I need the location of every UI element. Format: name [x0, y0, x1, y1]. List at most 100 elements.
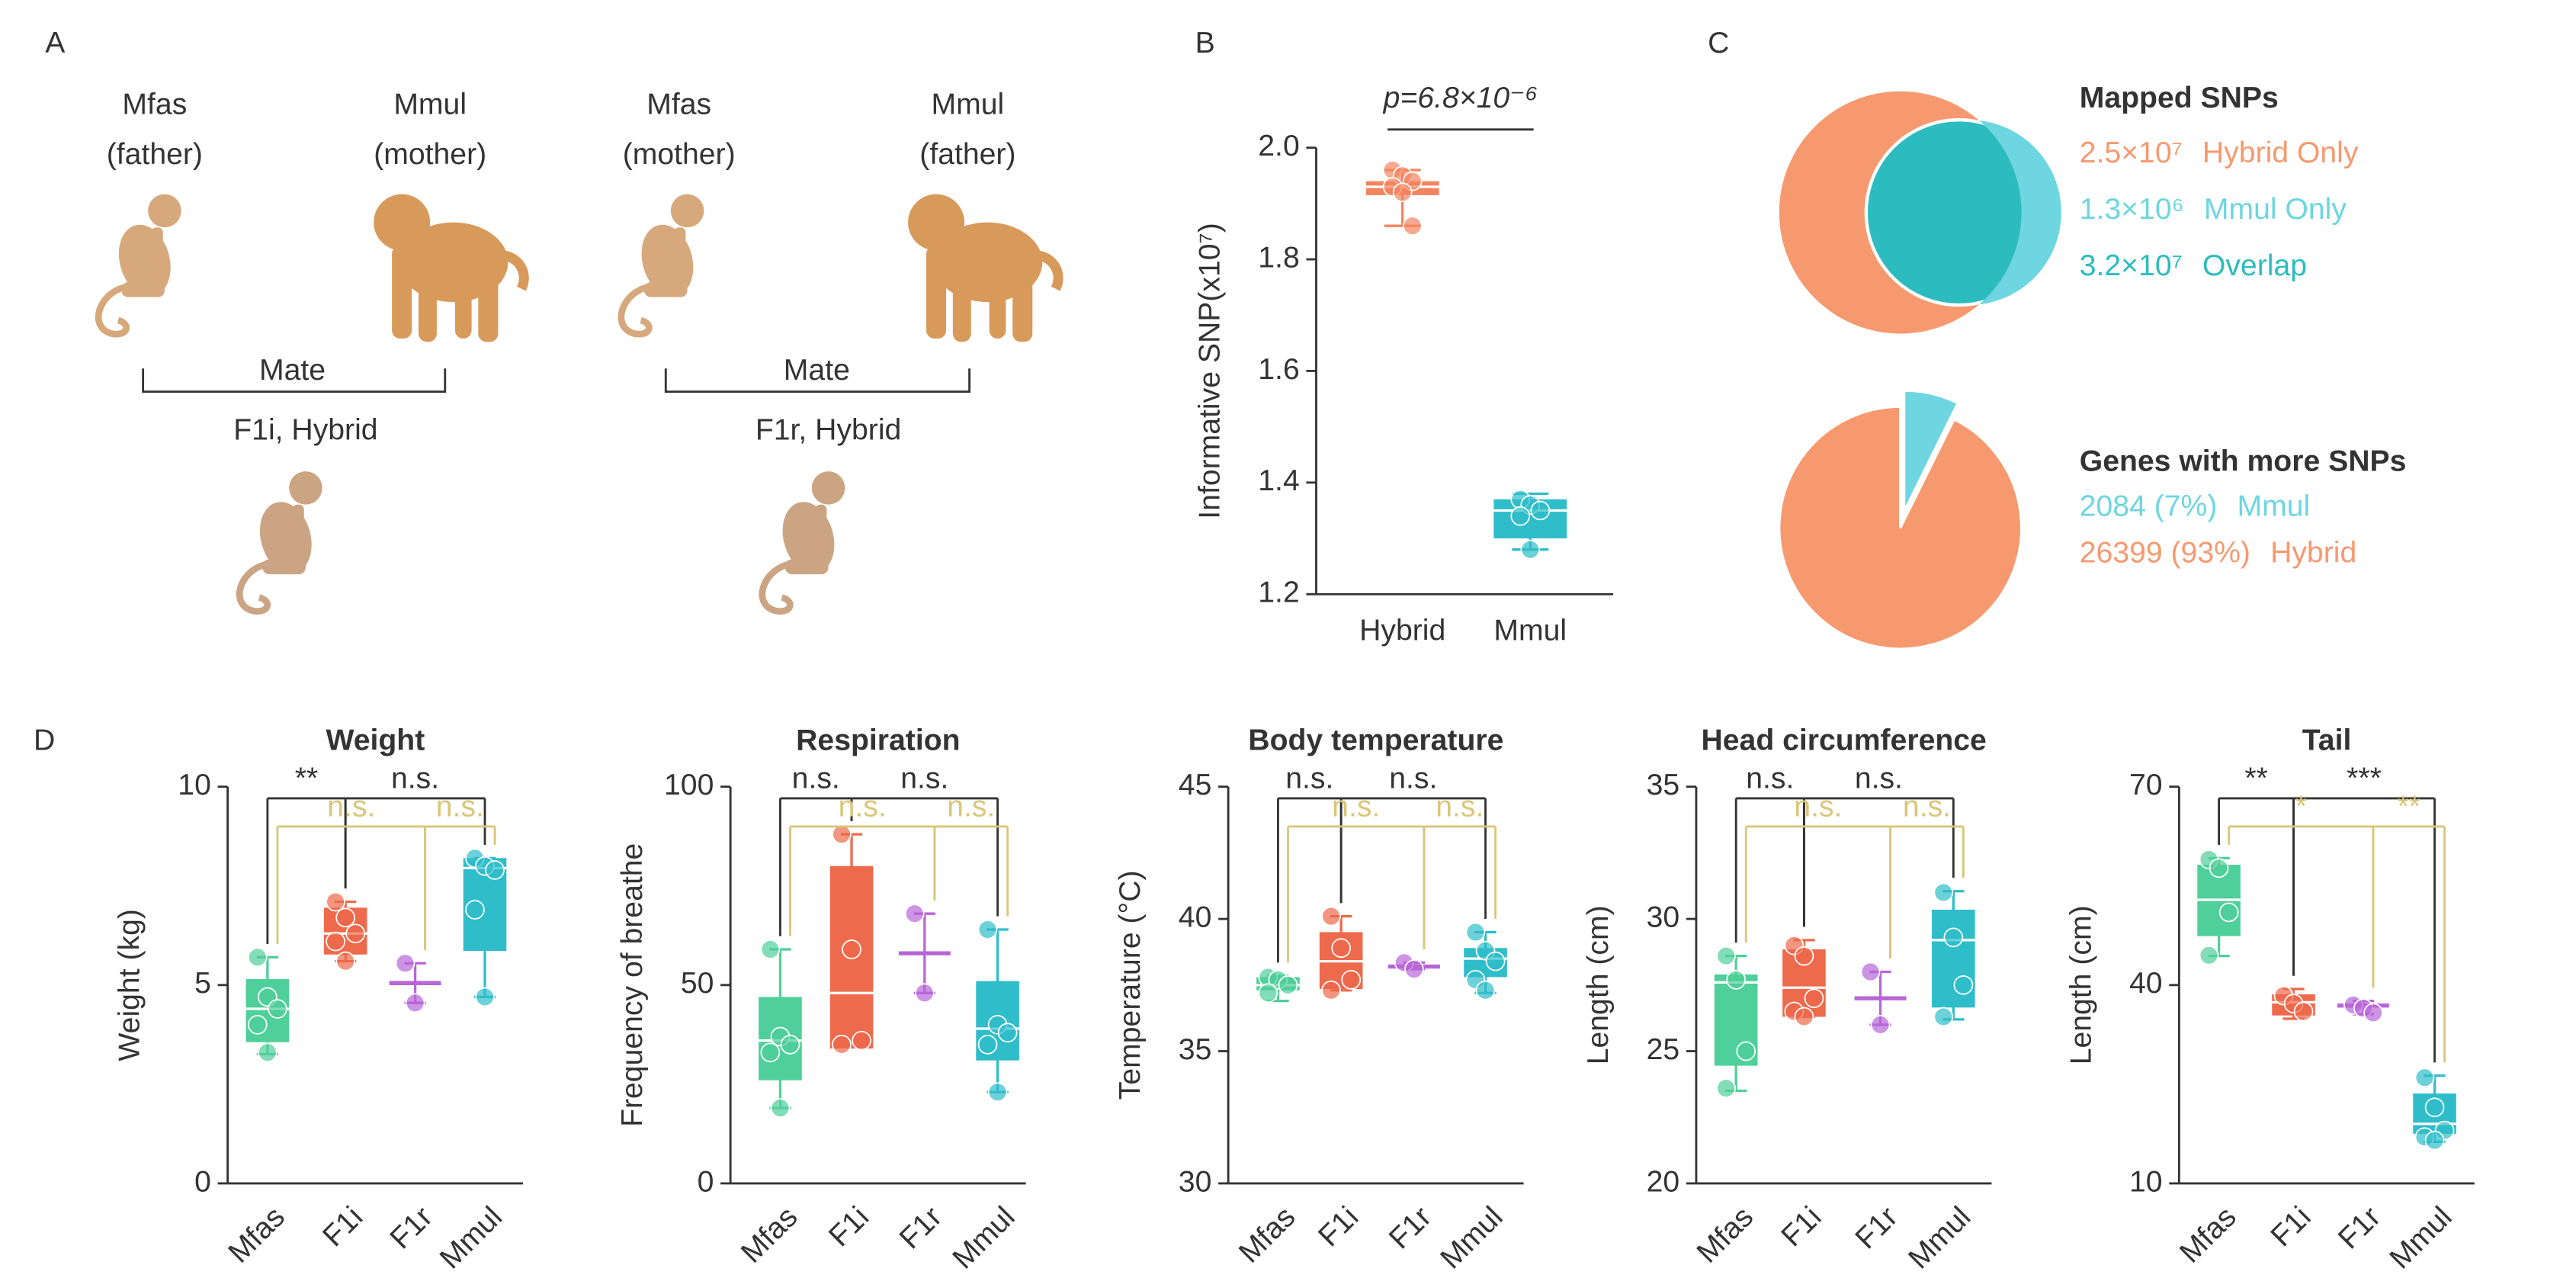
chart-title: Weight	[326, 724, 425, 756]
x-tick-label: Mfas	[1233, 1200, 1301, 1269]
y-tick-label: 35	[1179, 1033, 1212, 1066]
y-axis-label: Length (cm)	[2064, 905, 2097, 1064]
parent-role: (mother)	[623, 138, 736, 171]
data-point	[2209, 858, 2229, 878]
y-tick-label: 50	[681, 967, 714, 1000]
y-axis-label: Informative SNP(x10⁷)	[1194, 223, 1227, 519]
y-axis-label: Length (cm)	[1582, 905, 1615, 1064]
data-point	[1341, 970, 1362, 990]
pie-slice	[1903, 389, 1960, 512]
y-axis-label: Weight (kg)	[114, 909, 146, 1061]
data-point	[485, 860, 505, 880]
y-tick-label: 35	[1647, 769, 1680, 801]
x-tick-label: Mfas	[2173, 1200, 2242, 1269]
x-tick-label: F1r	[1383, 1200, 1438, 1255]
data-point	[395, 953, 415, 974]
mate-bracket	[142, 368, 447, 393]
x-tick-label: F1r	[2332, 1200, 2387, 1255]
chart-title: Respiration	[796, 724, 960, 756]
legend-value: 2084 (7%)	[2080, 490, 2218, 522]
data-point	[770, 1098, 791, 1118]
data-point	[1321, 906, 1341, 926]
x-tick-label: Mmul	[1902, 1200, 1977, 1275]
chart-title: Head circumference	[1701, 724, 1986, 756]
x-tick-label: Mmul	[434, 1200, 508, 1275]
monkey-icon	[374, 194, 524, 342]
y-tick-label: 5	[194, 967, 211, 1000]
legend-label: Mmul	[2238, 490, 2311, 522]
y-tick-label: 30	[1179, 1165, 1212, 1198]
y-tick-label: 70	[2129, 769, 2163, 801]
data-point	[1736, 1041, 1756, 1061]
y-tick-label: 0	[194, 1165, 211, 1198]
mate-label: Mate	[784, 354, 850, 387]
significance-label: n.s.	[391, 762, 439, 795]
data-point	[268, 999, 287, 1019]
data-point	[326, 891, 345, 912]
data-point	[258, 1042, 277, 1063]
x-tick-label: F1i	[316, 1200, 369, 1253]
data-point	[335, 907, 356, 928]
x-tick-label: Mmul	[1493, 615, 1567, 647]
y-tick-label: 100	[664, 769, 714, 801]
data-point	[842, 939, 861, 959]
x-tick-label: F1i	[1312, 1200, 1365, 1253]
data-point	[1520, 539, 1541, 560]
x-tick-label: Mfas	[735, 1200, 804, 1269]
x-tick-label: F1i	[823, 1200, 875, 1253]
data-point	[1331, 938, 1351, 958]
data-point	[2424, 1130, 2445, 1151]
x-tick-label: F1i	[1776, 1200, 1828, 1253]
data-point	[997, 1023, 1018, 1043]
mate-bracket	[664, 368, 971, 393]
y-tick-label: 40	[2129, 967, 2163, 1000]
significance-label: n.s.	[947, 790, 995, 823]
monkey-icon	[908, 194, 1058, 342]
significance-label: n.s.	[1794, 790, 1842, 823]
data-point	[780, 1035, 800, 1055]
data-point	[1804, 988, 1824, 1009]
parent-role: (father)	[919, 138, 1015, 171]
legend-value: 2.5×10⁷	[2080, 136, 2183, 169]
y-tick-label: 1.4	[1258, 464, 1299, 497]
data-point	[1530, 500, 1551, 521]
significance-label: n.s.	[436, 790, 484, 823]
data-point	[2414, 1068, 2435, 1088]
x-tick-label: Mfas	[1691, 1200, 1760, 1269]
significance-label: ***	[2347, 762, 2382, 795]
data-point	[247, 947, 268, 968]
data-point	[247, 1015, 268, 1035]
data-point	[1953, 975, 1974, 995]
data-point	[760, 1042, 781, 1063]
data-point	[465, 900, 485, 920]
parent-name: Mfas	[122, 88, 187, 121]
significance-label: n.s.	[839, 790, 887, 823]
y-tick-label: 10	[178, 769, 211, 801]
x-tick-label: Mmul	[2384, 1200, 2459, 1275]
p-value: p=6.8×10⁻⁶	[1383, 82, 1538, 114]
data-point	[977, 920, 998, 939]
significance-label: n.s.	[900, 762, 948, 795]
data-point	[326, 931, 345, 952]
y-tick-label: 1.6	[1258, 353, 1299, 386]
data-point	[1933, 1007, 1954, 1027]
x-tick-label: F1r	[1849, 1200, 1904, 1255]
data-point	[1258, 983, 1278, 1003]
data-point	[904, 904, 925, 924]
data-point	[1716, 946, 1736, 966]
legend-label: Hybrid	[2270, 536, 2356, 569]
significance-label: n.s.	[792, 762, 840, 795]
parent-role: (father)	[107, 138, 203, 171]
legend-value: 26399 (93%)	[2080, 536, 2250, 569]
data-point	[475, 987, 495, 1007]
offspring-label: F1i, Hybrid	[233, 413, 377, 446]
data-point	[832, 1035, 852, 1055]
y-axis-label: Frequency of breathe	[616, 843, 649, 1127]
pie-slice	[1778, 405, 2023, 650]
data-point	[760, 939, 781, 959]
parent-name: Mmul	[393, 88, 467, 121]
data-point	[345, 923, 366, 944]
significance-label: **	[2244, 762, 2267, 795]
data-point	[1278, 975, 1298, 995]
